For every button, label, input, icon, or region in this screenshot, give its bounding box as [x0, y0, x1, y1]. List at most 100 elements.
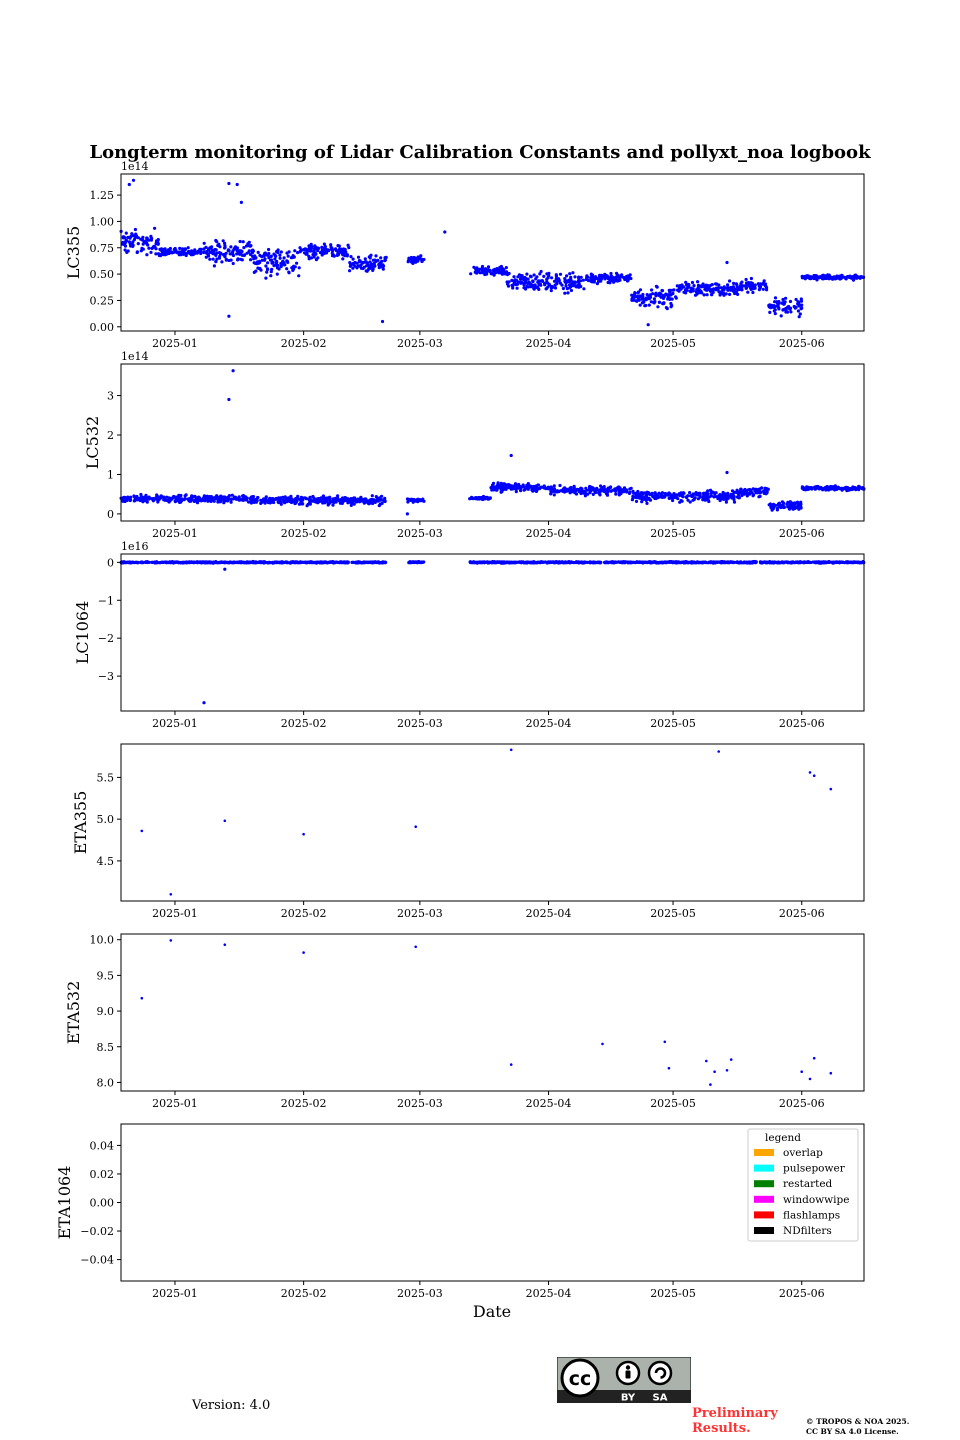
- lc355-point: [797, 304, 801, 308]
- lc355-point: [637, 290, 641, 294]
- lc532-point: [138, 498, 142, 503]
- lc355-point: [665, 307, 669, 311]
- lc532-point: [706, 496, 710, 500]
- lc532-point: [358, 496, 363, 501]
- lc355-point: [566, 291, 570, 295]
- lc355-point: [645, 293, 649, 297]
- lc355-point: [830, 275, 834, 279]
- lc355-point: [773, 300, 777, 304]
- lc532-point: [855, 486, 860, 490]
- lc355-point: [532, 287, 536, 291]
- lc532-point: [337, 498, 341, 502]
- lc1064-point: [606, 560, 610, 564]
- lc532-point: [219, 494, 223, 498]
- lc532-point: [732, 490, 736, 494]
- preliminary-results-label: Preliminary Results.: [692, 1406, 778, 1436]
- lc355-point: [150, 246, 154, 250]
- lc355-point: [534, 277, 538, 281]
- lc1064-point: [150, 560, 154, 564]
- lc355-point: [252, 261, 256, 265]
- lc355-point: [279, 264, 283, 269]
- lc1064-point: [539, 560, 543, 564]
- lc1064-point: [762, 560, 767, 564]
- lc1064-point: [812, 560, 816, 564]
- lc532-point: [797, 504, 801, 508]
- lc355-point: [323, 250, 327, 254]
- lc532-point: [803, 488, 808, 492]
- lc355-point: [773, 296, 778, 300]
- lc355-point: [314, 252, 318, 256]
- lc532-point: [326, 501, 330, 505]
- lc355-point: [134, 232, 138, 236]
- lc532-point: [760, 486, 764, 490]
- lc532-point: [307, 498, 311, 502]
- y-tick-label: 1.25: [90, 189, 115, 202]
- lc532-point: [336, 494, 340, 498]
- lc1064-point: [239, 560, 243, 564]
- lc532-point: [682, 491, 686, 495]
- lc355-point: [127, 240, 131, 244]
- lc355-point: [674, 295, 678, 299]
- lc355-outlier-point: [725, 260, 729, 265]
- lc355-point: [366, 261, 370, 265]
- lc355-point: [323, 245, 327, 249]
- lc355-point: [746, 290, 750, 294]
- lc532-point: [768, 502, 773, 506]
- lc355-point: [232, 247, 236, 251]
- lc355-point: [552, 279, 557, 283]
- lc355-point: [859, 275, 863, 279]
- lc355-point: [235, 252, 239, 256]
- lc355-point: [133, 227, 137, 232]
- lc532-point: [196, 496, 200, 500]
- lc532-point: [279, 496, 283, 500]
- lc532-point: [713, 492, 717, 496]
- lc355-point: [150, 236, 154, 240]
- lc1064-point: [727, 560, 731, 564]
- eta532-point: [414, 945, 418, 949]
- lc532-point: [277, 500, 281, 505]
- by-person-body: [625, 1370, 631, 1379]
- lc532-point: [611, 488, 615, 492]
- lc355-point: [696, 283, 701, 287]
- lc355-point: [806, 274, 810, 278]
- lc355-point: [644, 296, 649, 300]
- eta355-point: [829, 787, 833, 791]
- lc355-point: [338, 247, 342, 251]
- lc1064-point: [504, 560, 508, 564]
- lc532-point: [383, 499, 387, 503]
- lc532-point: [274, 496, 278, 501]
- x-tick-label: 2025-03: [397, 1287, 443, 1300]
- lc355-point: [839, 275, 843, 280]
- lc1064-point: [748, 561, 752, 565]
- lc355-outlier-point: [443, 230, 447, 234]
- lc355-point: [123, 236, 127, 240]
- lc1064-point: [144, 560, 148, 564]
- lc355-point: [269, 258, 274, 262]
- lc532-point: [716, 496, 720, 501]
- lc355-point: [669, 301, 673, 306]
- copyright-notice: © TROPOS & NOA 2025. CC BY SA 4.0 Licens…: [806, 1417, 946, 1437]
- eta532-point: [140, 996, 144, 1000]
- lc355-point: [143, 239, 147, 243]
- lc1064-point: [362, 560, 366, 564]
- lc355-point: [648, 293, 653, 297]
- lc532-point: [324, 499, 328, 504]
- lc355-point: [286, 260, 290, 264]
- lc532-point: [301, 502, 305, 506]
- eta532-point: [800, 1070, 803, 1073]
- lc1064-point: [769, 561, 773, 565]
- lc355-point: [493, 271, 497, 275]
- lc355-point: [419, 257, 423, 261]
- lc1064-point: [258, 560, 262, 564]
- y-tick-label: 8.5: [97, 1041, 115, 1054]
- lc355-point: [772, 309, 776, 313]
- y-tick-label: 0.04: [90, 1139, 115, 1152]
- lc532-point: [230, 493, 234, 497]
- lc532-point: [752, 493, 756, 497]
- lc355-point: [180, 247, 185, 251]
- lc1064-point: [572, 561, 576, 565]
- lc355-point: [633, 292, 637, 296]
- lc1064-point: [169, 561, 173, 565]
- lc1064-point: [176, 560, 180, 565]
- lc355-point: [657, 291, 662, 295]
